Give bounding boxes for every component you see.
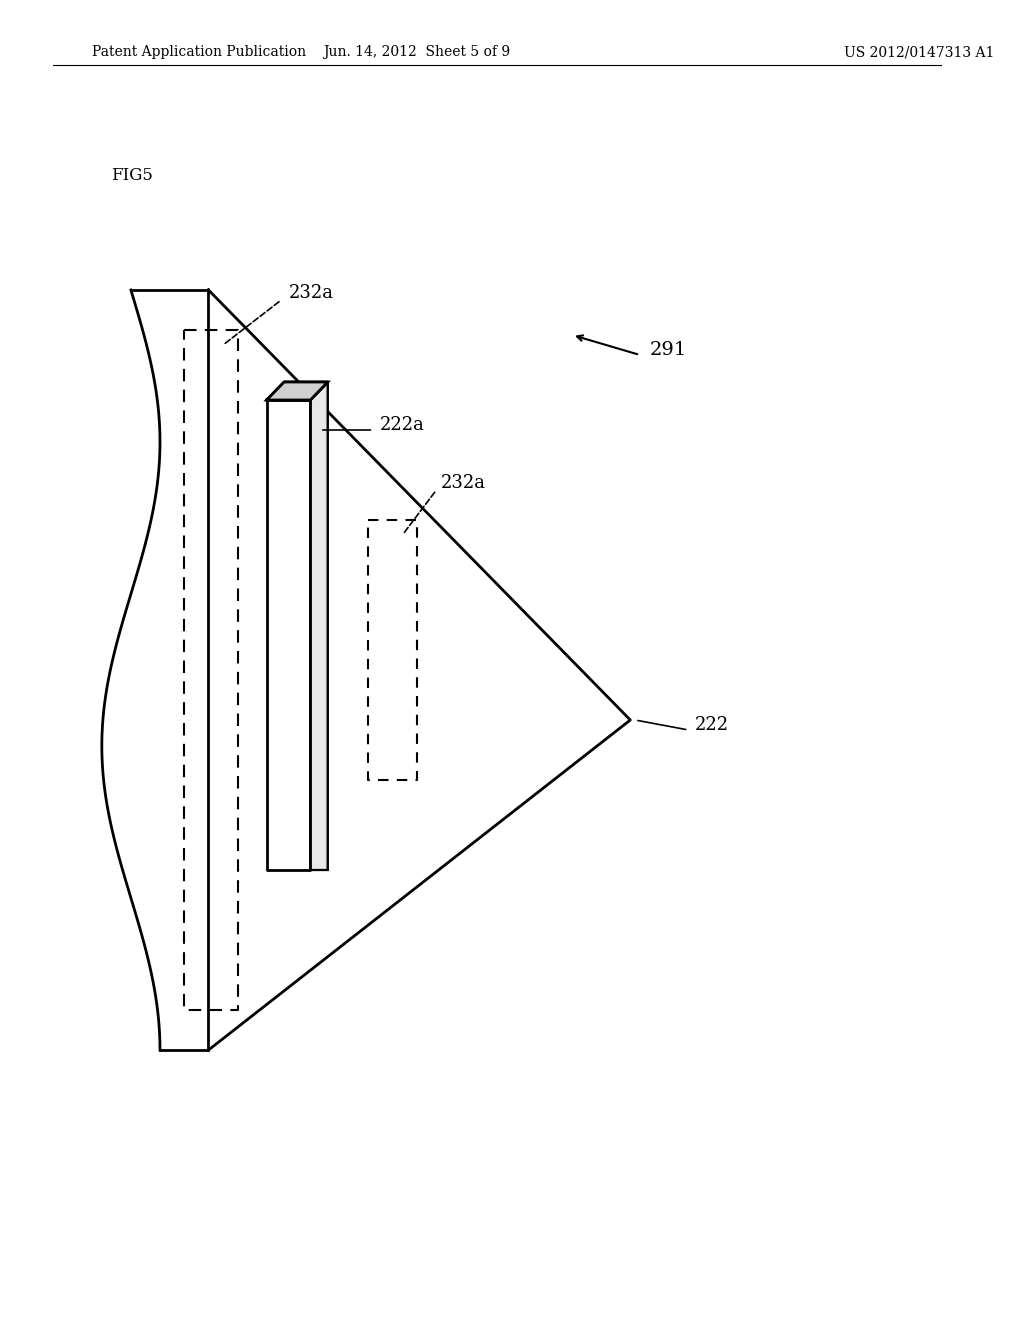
Text: 232a: 232a: [441, 474, 486, 492]
Polygon shape: [310, 381, 328, 870]
Text: Patent Application Publication: Patent Application Publication: [92, 45, 306, 59]
Text: 222: 222: [695, 715, 729, 734]
Text: FIG5: FIG5: [112, 166, 154, 183]
Text: US 2012/0147313 A1: US 2012/0147313 A1: [844, 45, 994, 59]
Text: Jun. 14, 2012  Sheet 5 of 9: Jun. 14, 2012 Sheet 5 of 9: [324, 45, 511, 59]
Text: 222a: 222a: [380, 416, 425, 434]
Text: 291: 291: [649, 341, 687, 359]
Polygon shape: [266, 381, 328, 400]
Text: 232a: 232a: [289, 284, 334, 302]
